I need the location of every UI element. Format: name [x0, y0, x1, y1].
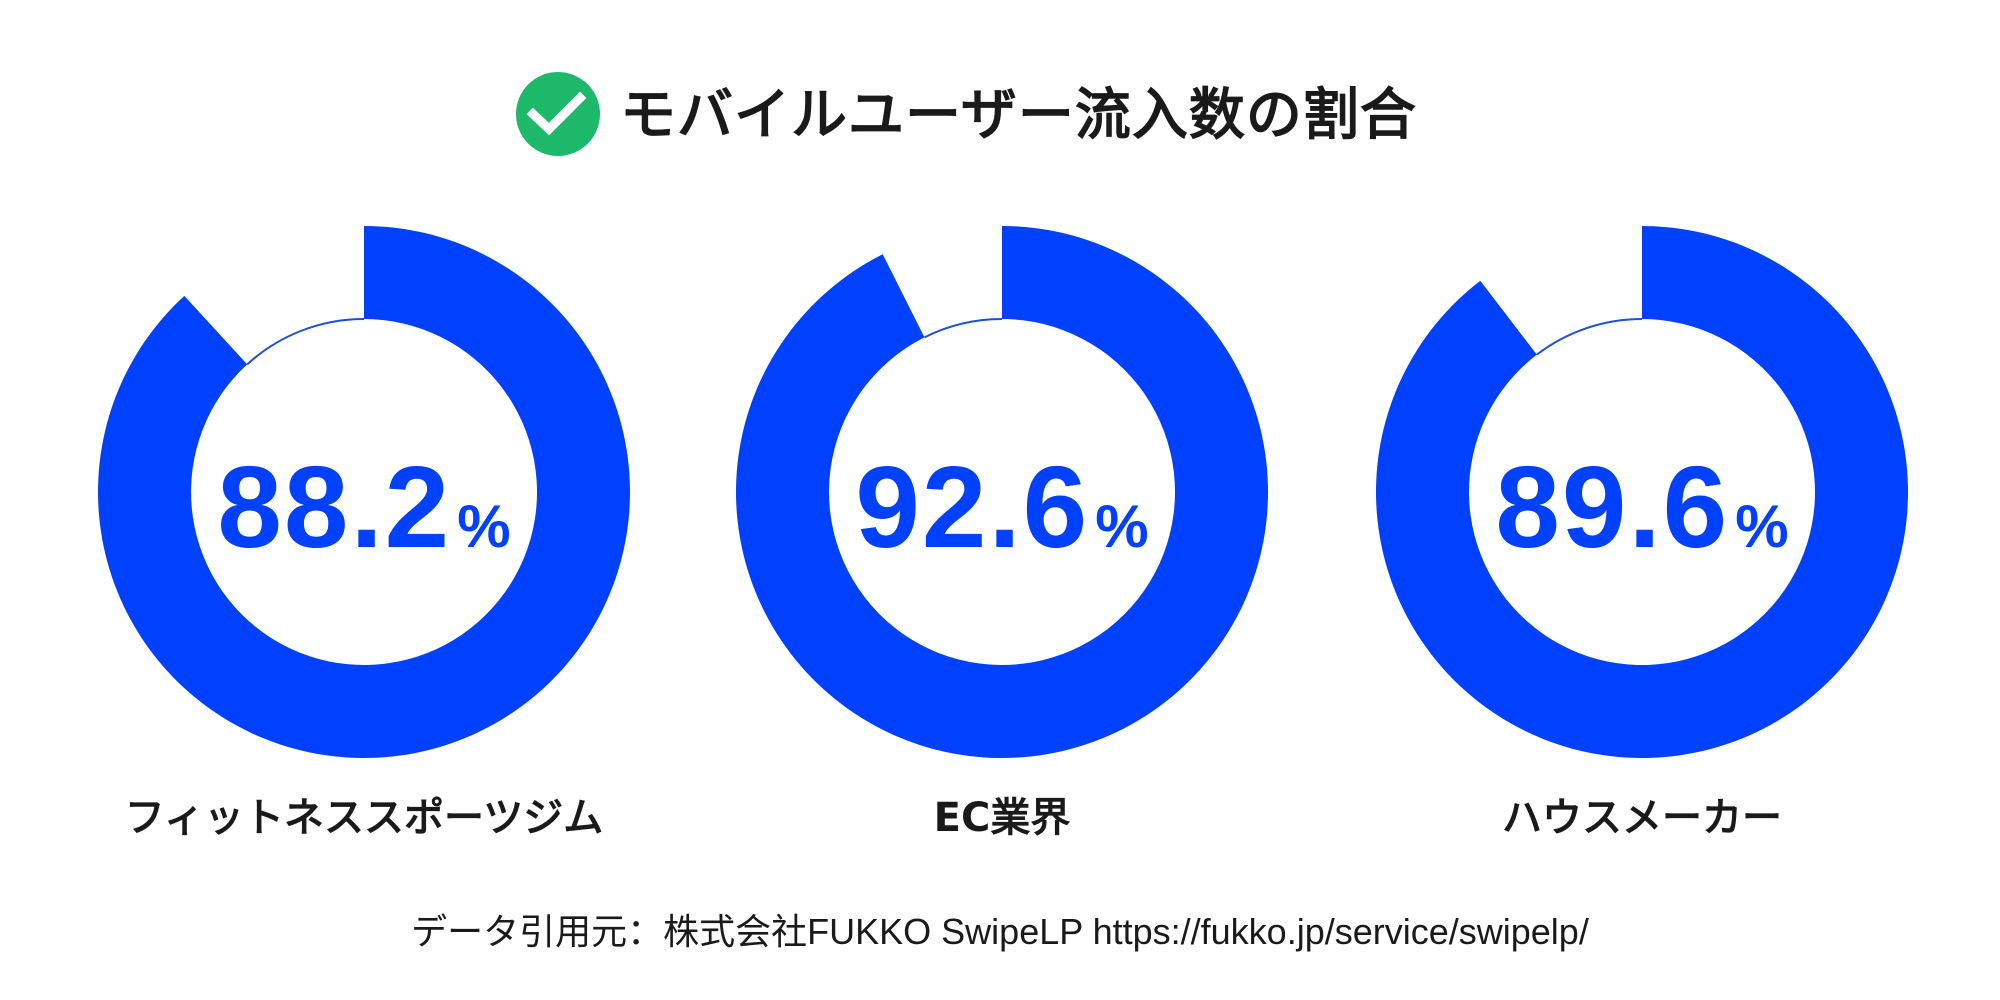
donut-arc: [1376, 226, 1908, 758]
donut-value: 92.6 %: [736, 226, 1268, 758]
donut-ring: [736, 226, 1268, 758]
percentage-unit: %: [1735, 493, 1789, 560]
chart-title: モバイルユーザー流入数の割合: [620, 83, 1417, 148]
donut-value: 88.2 %: [98, 226, 630, 758]
donut-chart-house-maker: 89.6 %: [1376, 226, 1908, 758]
percentage-value: 89.6: [1495, 442, 1730, 572]
donut-gap-line: [923, 318, 1003, 339]
data-source-note: データ引用元：株式会社FUKKO SwipeLP https://fukko.j…: [411, 911, 1589, 952]
check-circle-icon: [516, 72, 600, 156]
donut-arc: [97, 226, 630, 758]
donut-chart-fitness-gym: 88.2 %: [97, 226, 630, 758]
chart-header: モバイルユーザー流入数の割合: [0, 72, 2000, 158]
donut-chart-ec-industry: 92.6 %: [736, 226, 1268, 758]
percentage-unit: %: [457, 493, 511, 560]
percentage-value: 88.2: [217, 442, 452, 572]
donut-value: 89.6 %: [1376, 226, 1908, 758]
donut-ring: [97, 226, 630, 758]
donut-ring: [1376, 226, 1908, 758]
donut-label-fitness-gym: フィットネススポーツジム: [124, 795, 604, 841]
donut-label-ec-industry: EC業界: [933, 795, 1071, 841]
donut-gap-line: [1536, 318, 1643, 356]
donut-gap-line: [246, 318, 365, 366]
percentage-value: 92.6: [855, 442, 1090, 572]
percentage-unit: %: [1095, 493, 1149, 560]
donut-label-house-maker: ハウスメーカー: [1502, 795, 1782, 841]
donut-arc: [736, 226, 1268, 758]
